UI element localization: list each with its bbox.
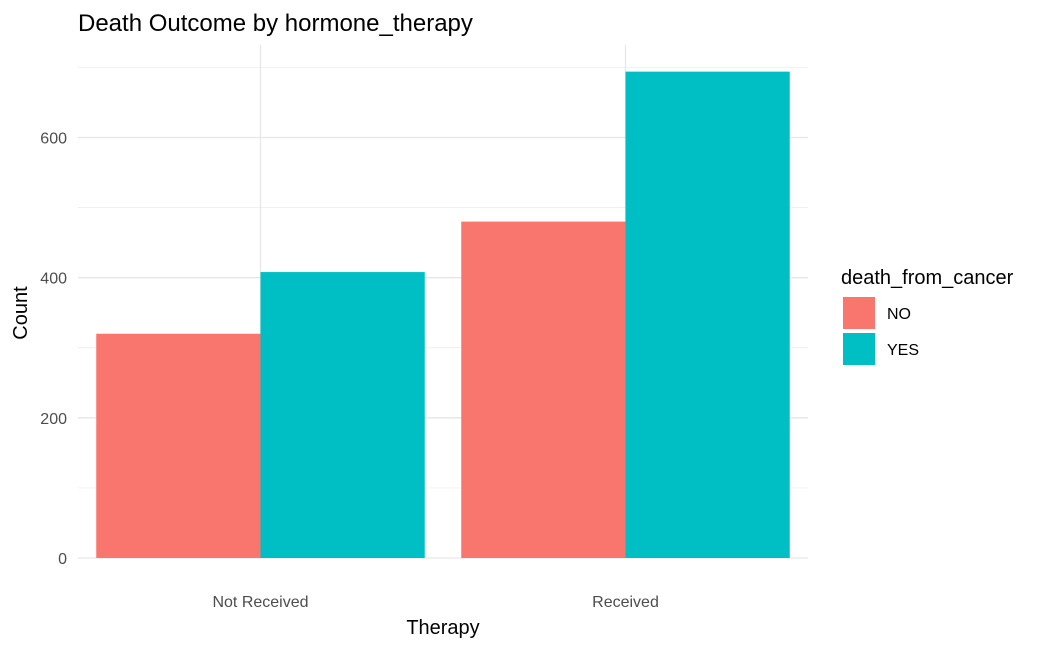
legend-label-no: NO: [887, 306, 911, 323]
y-tick-label: 0: [58, 551, 67, 568]
bar-yes-received: [625, 71, 790, 558]
chart-title: Death Outcome by hormone_therapy: [78, 10, 473, 37]
x-tick-label: Received: [592, 594, 659, 611]
y-axis-title: Count: [10, 286, 32, 340]
y-tick-label: 600: [40, 131, 67, 148]
y-tick-label: 400: [40, 271, 67, 288]
legend-key-no: [843, 297, 875, 329]
bar-no-received: [461, 221, 626, 558]
bar-no-not-received: [96, 333, 261, 558]
legend-title: death_from_cancer: [841, 267, 1014, 289]
y-axis-ticks: 0 200 400 600: [40, 131, 67, 568]
legend: death_from_cancer NO YES: [841, 267, 1014, 365]
bars: [96, 71, 790, 558]
legend-key-yes: [843, 333, 875, 365]
legend-label-yes: YES: [887, 342, 919, 359]
x-tick-label: Not Received: [212, 594, 308, 611]
x-axis-title: Therapy: [406, 617, 479, 639]
y-tick-label: 200: [40, 411, 67, 428]
x-axis-ticks: Not Received Received: [212, 594, 658, 611]
bar-yes-not-received: [260, 272, 425, 558]
